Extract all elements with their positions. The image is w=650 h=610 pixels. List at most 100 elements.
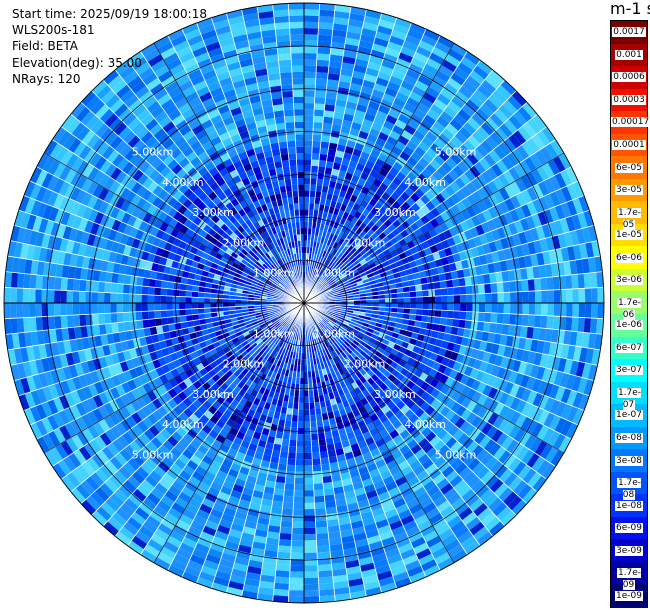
range-gate-cell: [138, 336, 148, 347]
range-gate-cell: [318, 28, 333, 36]
range-gate-cell: [82, 206, 93, 221]
range-gate-cell: [591, 303, 598, 319]
range-gate-cell: [304, 165, 312, 172]
range-gate-cell: [253, 263, 261, 270]
range-gate-cell: [314, 90, 327, 98]
range-gate-cell: [488, 442, 502, 457]
range-gate-cell: [330, 468, 341, 476]
range-gate-cell: [220, 552, 237, 563]
range-gate-cell: [229, 303, 236, 307]
range-gate-cell: [119, 526, 136, 541]
range-gate-cell: [65, 352, 75, 367]
range-gate-cell: [492, 501, 508, 517]
range-gate-cell: [284, 483, 295, 491]
range-gate-cell: [434, 551, 451, 565]
range-gate-cell: [399, 444, 411, 456]
range-gate-cell: [515, 348, 525, 362]
range-gate-cell: [263, 447, 273, 456]
range-gate-cell: [475, 370, 485, 382]
range-gate-cell: [276, 469, 287, 478]
range-gate-cell: [136, 209, 148, 221]
range-gate-cell: [104, 292, 111, 303]
range-gate-cell: [71, 241, 81, 255]
range-gate-cell: [70, 102, 86, 119]
range-gate-cell: [543, 382, 554, 398]
range-gate-cell: [257, 4, 274, 13]
range-gate-cell: [230, 489, 243, 500]
range-gate-cell: [182, 198, 193, 209]
range-gate-cell: [132, 376, 143, 389]
range-gate-cell: [257, 125, 268, 134]
range-gate-cell: [131, 206, 142, 218]
range-gate-cell: [179, 341, 188, 351]
range-gate-cell: [544, 328, 553, 343]
range-gate-cell: [514, 372, 524, 386]
range-gate-cell: [172, 289, 180, 297]
range-gate-cell: [289, 274, 294, 281]
range-gate-cell: [371, 89, 385, 99]
range-gate-cell: [160, 295, 167, 303]
range-gate-cell: [278, 141, 288, 149]
range-gate-cell: [380, 582, 397, 593]
range-gate-cell: [423, 114, 437, 127]
range-gate-cell: [458, 345, 467, 356]
range-gate-cell: [327, 449, 337, 458]
range-gate-cell: [447, 492, 462, 506]
range-gate-cell: [134, 365, 145, 377]
range-gate-cell: [179, 296, 186, 303]
range-gate-cell: [64, 198, 76, 214]
range-gate-cell: [304, 9, 320, 16]
range-gate-cell: [61, 475, 76, 492]
range-gate-cell: [329, 351, 336, 359]
range-gate-cell: [59, 238, 69, 253]
range-gate-cell: [345, 314, 353, 319]
range-gate-cell: [198, 286, 206, 293]
range-gate-cell: [216, 303, 223, 308]
range-gate-cell: [239, 325, 247, 331]
range-gate-cell: [196, 577, 214, 589]
range-gate-cell: [296, 446, 304, 453]
range-gate-cell: [343, 49, 358, 59]
range-gate-cell: [86, 181, 99, 196]
range-gate-cell: [204, 103, 218, 114]
range-gate-cell: [124, 265, 133, 276]
range-gate-cell: [428, 468, 442, 480]
range-gate-cell: [227, 15, 245, 26]
range-gate-cell: [281, 279, 288, 286]
range-gate-cell: [262, 326, 269, 333]
range-gate-cell: [488, 497, 503, 513]
range-gate-cell: [322, 475, 333, 484]
range-gate-cell: [170, 34, 188, 47]
range-gate-cell: [98, 237, 108, 250]
range-gate-cell: [253, 535, 267, 544]
range-gate-cell: [450, 457, 464, 471]
range-gate-cell: [210, 307, 217, 313]
range-gate-cell: [319, 198, 327, 206]
range-gate-cell: [332, 480, 343, 489]
range-gate-cell: [130, 511, 147, 526]
range-gate-cell: [304, 90, 316, 98]
range-gate-cell: [162, 154, 175, 166]
range-gate-cell: [165, 142, 179, 155]
range-gate-cell: [460, 56, 477, 71]
range-gate-cell: [260, 351, 268, 359]
range-gate-cell: [274, 576, 290, 584]
range-gate-cell: [425, 131, 438, 143]
range-gate-cell: [293, 496, 304, 503]
range-gate-cell: [422, 502, 437, 515]
range-gate-cell: [352, 115, 364, 125]
range-gate-cell: [318, 160, 327, 168]
range-gate-cell: [60, 149, 74, 166]
range-gate-cell: [596, 318, 604, 335]
range-gate-cell: [484, 312, 492, 323]
range-gate-cell: [575, 331, 584, 347]
range-gate-cell: [237, 372, 245, 381]
range-gate-cell: [190, 74, 205, 86]
range-gate-cell: [71, 468, 86, 484]
range-gate-cell: [123, 370, 133, 382]
range-gate-cell: [229, 365, 238, 374]
range-gate-cell: [230, 347, 239, 355]
range-gate-cell: [437, 133, 451, 146]
range-gate-cell: [75, 402, 87, 417]
range-gate-cell: [69, 339, 78, 353]
